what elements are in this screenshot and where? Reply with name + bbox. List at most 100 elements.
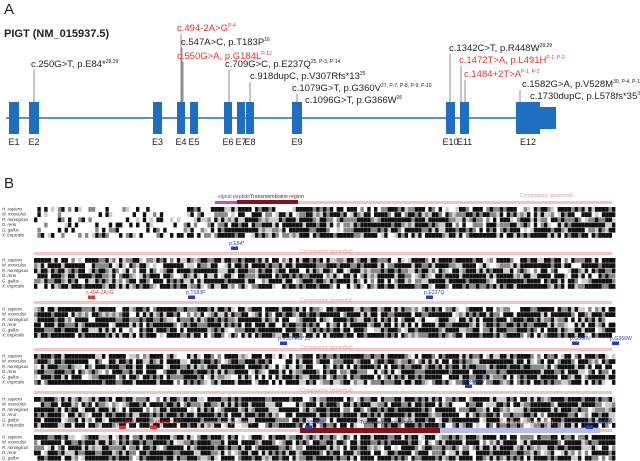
exon [29, 102, 39, 134]
residue [612, 359, 616, 364]
residue [547, 227, 551, 233]
residue [499, 440, 504, 445]
residue [285, 435, 289, 440]
residue [180, 322, 184, 328]
residue [323, 412, 327, 418]
residue [513, 278, 517, 284]
residue [567, 222, 572, 228]
residue [78, 284, 82, 289]
residue [571, 212, 575, 217]
residue [136, 380, 140, 385]
residue [452, 412, 456, 418]
residue [102, 233, 106, 238]
residue [431, 227, 436, 233]
residue [533, 312, 538, 317]
residue [57, 322, 62, 328]
residue [425, 374, 429, 380]
residue [465, 359, 470, 364]
residue [261, 440, 266, 445]
residue [578, 268, 582, 274]
residue [98, 440, 102, 445]
residue [374, 397, 378, 402]
residue [605, 258, 609, 263]
residue [445, 364, 449, 370]
residue [81, 217, 85, 223]
residue [187, 333, 191, 338]
residue [394, 263, 398, 268]
residue [550, 258, 555, 263]
residue [343, 417, 347, 423]
residue [520, 322, 524, 328]
residue [163, 417, 167, 423]
residue [102, 435, 106, 440]
residue [149, 258, 153, 263]
residue [95, 327, 99, 333]
residue [241, 207, 245, 212]
residue [380, 312, 385, 317]
residue [129, 380, 133, 385]
residue [346, 222, 351, 228]
residue [51, 423, 55, 428]
residue [268, 359, 272, 364]
residue [289, 440, 293, 445]
residue [119, 397, 123, 402]
residue [527, 435, 531, 440]
residue [397, 380, 402, 385]
residue [564, 222, 568, 228]
residue [547, 212, 551, 217]
residue [452, 284, 456, 289]
residue [574, 354, 578, 359]
residue [156, 364, 160, 370]
residue [74, 364, 79, 370]
residue [289, 380, 293, 385]
residue [71, 417, 75, 423]
residue [455, 207, 459, 212]
residue [153, 369, 157, 375]
residue [578, 322, 582, 328]
residue [612, 407, 616, 413]
residue [414, 354, 419, 359]
variant-label: c.1472T>A, p.L491HP-1, P-2 [459, 55, 565, 66]
residue [234, 359, 238, 364]
residue [234, 327, 238, 333]
residue [465, 322, 470, 328]
residue [44, 212, 48, 217]
residue [452, 435, 456, 440]
residue [612, 217, 616, 223]
residue [200, 278, 204, 284]
residue [108, 222, 113, 228]
residue [445, 407, 449, 413]
residue [71, 278, 75, 284]
residue [159, 354, 164, 359]
residue [170, 423, 174, 428]
residue [479, 435, 483, 440]
residue [176, 333, 181, 338]
residue [537, 278, 541, 284]
residue [258, 222, 262, 228]
residue [448, 412, 453, 418]
residue [272, 207, 276, 212]
residue [326, 284, 330, 289]
residue [71, 440, 75, 445]
residue [564, 364, 568, 370]
residue [275, 278, 279, 284]
residue [544, 435, 548, 440]
residue [479, 284, 483, 289]
residue [255, 307, 259, 312]
residue [591, 284, 595, 289]
residue [231, 397, 235, 402]
exon [237, 102, 245, 134]
residue [309, 397, 313, 402]
residue [442, 412, 446, 418]
residue [306, 212, 310, 217]
residue [404, 227, 408, 233]
residue [397, 207, 402, 212]
residue [146, 354, 150, 359]
residue [251, 217, 255, 223]
residue [435, 273, 439, 279]
residue [340, 364, 344, 370]
residue [591, 397, 595, 402]
residue [193, 217, 198, 223]
residue [360, 312, 364, 317]
residue [510, 369, 514, 375]
